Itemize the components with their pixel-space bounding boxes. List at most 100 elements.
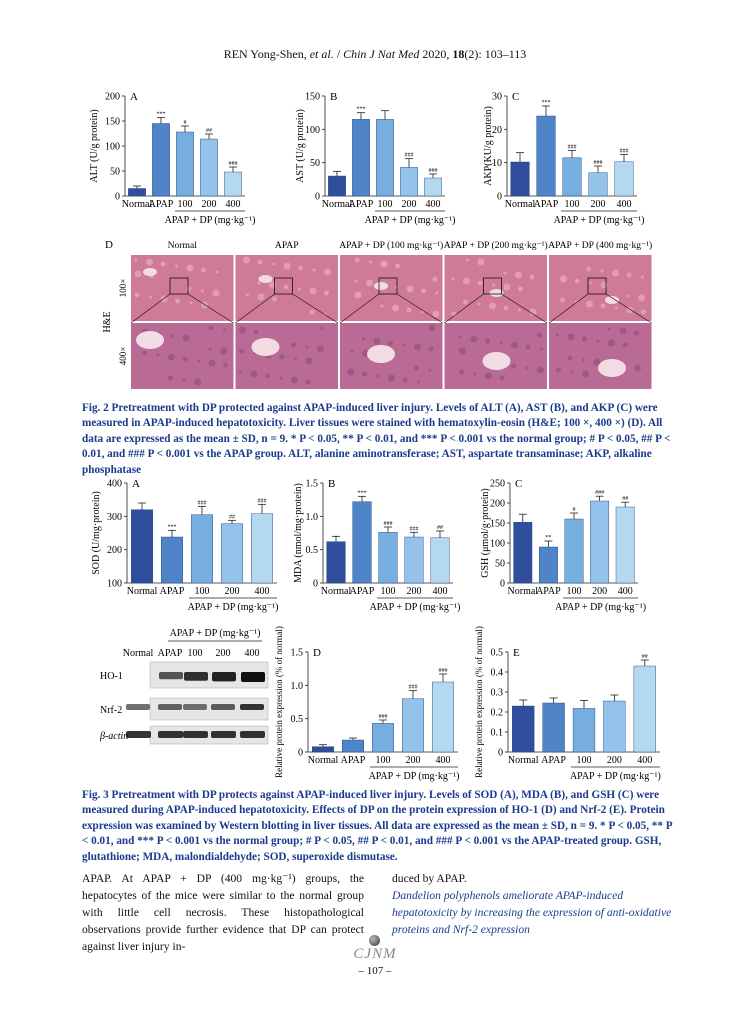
group-label: APAP + DP (mg·kg⁻¹) xyxy=(554,215,645,226)
tissue-texture xyxy=(305,357,313,365)
bar xyxy=(190,514,213,584)
y-tick-label: 0 xyxy=(498,748,503,759)
panel-letter: A xyxy=(132,478,140,490)
y-tick-label: 0 xyxy=(313,579,318,590)
tissue-texture xyxy=(570,370,574,374)
tissue-texture xyxy=(503,305,509,311)
bar xyxy=(564,518,584,584)
y-tick-label: 1.0 xyxy=(291,681,304,692)
tissue-texture xyxy=(182,378,186,382)
y-tick-label: 400 xyxy=(107,479,122,490)
bar xyxy=(328,175,346,197)
panel-letter: C xyxy=(512,91,519,103)
tissue-texture xyxy=(354,257,360,263)
x-tick-label: APAP xyxy=(349,199,374,210)
x-tick-label: 100 xyxy=(195,586,210,597)
tissue-texture xyxy=(265,373,270,379)
significance-mark: ## xyxy=(642,654,648,660)
bar xyxy=(404,536,424,584)
tissue-texture xyxy=(477,302,481,306)
panel-letter: B xyxy=(328,478,335,490)
fig2-chart-alt: 0 50 100 150 200 A ALT (U/g protein) Normal *** A… xyxy=(89,91,255,226)
body-right-line: duced by APAP. xyxy=(392,872,467,885)
tissue-texture xyxy=(186,264,194,272)
tissue-texture xyxy=(223,328,226,332)
vessel-lumen xyxy=(489,289,504,297)
tissue-texture xyxy=(168,375,173,381)
zoom-connector xyxy=(130,293,171,324)
blot-band xyxy=(183,704,207,710)
bar xyxy=(378,532,398,584)
y-tick-label: 30 xyxy=(492,92,502,103)
y-tick-label: 100 xyxy=(107,579,122,590)
tissue-texture xyxy=(294,357,297,361)
zoom-connector xyxy=(235,293,275,324)
y-tick-label: 1.5 xyxy=(306,479,319,490)
tissue-texture xyxy=(388,340,393,346)
tissue-texture xyxy=(417,380,420,384)
panel-letter: D xyxy=(313,647,321,659)
tissue-texture xyxy=(279,376,283,380)
x-tick-label: 100 xyxy=(378,199,393,210)
tissue-texture xyxy=(608,327,611,331)
tissue-texture xyxy=(459,369,464,375)
blot-band xyxy=(126,731,151,738)
tissue-texture xyxy=(201,289,204,293)
blot-band xyxy=(158,731,183,738)
section-heading: Dandelion polyphenols ameliorate APAP-in… xyxy=(392,889,672,936)
significance-mark: ## xyxy=(206,128,212,134)
tissue-texture xyxy=(309,309,315,315)
bar xyxy=(590,500,610,584)
significance-mark: # xyxy=(573,507,576,513)
tissue-texture xyxy=(586,300,593,308)
panel-letter: D xyxy=(105,239,113,251)
x-tick-label: 200 xyxy=(407,586,422,597)
group-label: APAP + DP (mg·kg⁻¹) xyxy=(365,215,456,226)
bar xyxy=(633,665,656,753)
blot-protein-label: β-actin xyxy=(99,731,128,742)
y-tick-label: 0.5 xyxy=(491,648,504,659)
tissue-texture xyxy=(428,368,432,372)
x-tick-label: 200 xyxy=(202,199,217,210)
tissue-texture xyxy=(459,335,462,339)
tissue-texture xyxy=(146,258,153,266)
blot-lane-label: 400 xyxy=(245,648,260,659)
significance-mark: *** xyxy=(358,490,367,496)
significance-mark: ** xyxy=(545,535,551,541)
fig2-chart-ast: 0 50 100 150 B AST (U/g protein) Normal *** APAP… xyxy=(295,91,456,226)
vessel-lumen xyxy=(605,296,619,304)
tissue-texture xyxy=(612,269,619,277)
group-label: APAP + DP (mg·kg⁻¹) xyxy=(188,602,279,613)
x-tick-label: 400 xyxy=(617,199,632,210)
x-tick-label: APAP xyxy=(534,199,559,210)
blot-header: APAP + DP (mg·kg⁻¹) xyxy=(170,628,261,639)
tissue-texture xyxy=(246,293,249,297)
tissue-texture xyxy=(220,347,227,355)
tissue-texture xyxy=(589,281,592,285)
bar xyxy=(510,161,530,197)
tissue-texture xyxy=(175,298,180,304)
tissue-texture xyxy=(208,325,214,331)
tissue-texture xyxy=(414,343,421,351)
footer: CJNM – 107 – xyxy=(0,935,750,977)
bar xyxy=(220,523,243,584)
zoom-connector xyxy=(444,293,484,324)
tissue-texture xyxy=(525,344,531,350)
tissue-texture xyxy=(182,334,190,342)
blot-band xyxy=(183,731,208,738)
page-number: – 107 – xyxy=(358,965,392,977)
fig3-western-blot: APAP + DP (mg·kg⁻¹) Normal APAP 100 200 400 HO… xyxy=(99,628,269,745)
tissue-texture xyxy=(626,294,630,298)
bar xyxy=(224,171,242,197)
vessel-lumen xyxy=(258,275,273,283)
tissue-texture xyxy=(432,276,438,282)
tissue-texture xyxy=(477,258,485,266)
tissue-texture xyxy=(380,304,384,308)
tissue-texture xyxy=(208,347,212,351)
stain-label: H&E xyxy=(102,311,113,332)
y-tick-label: 150 xyxy=(105,117,120,128)
tissue-texture xyxy=(582,370,589,378)
tissue-texture xyxy=(257,293,265,301)
tissue-texture xyxy=(142,350,147,356)
significance-mark: ### xyxy=(410,526,419,532)
